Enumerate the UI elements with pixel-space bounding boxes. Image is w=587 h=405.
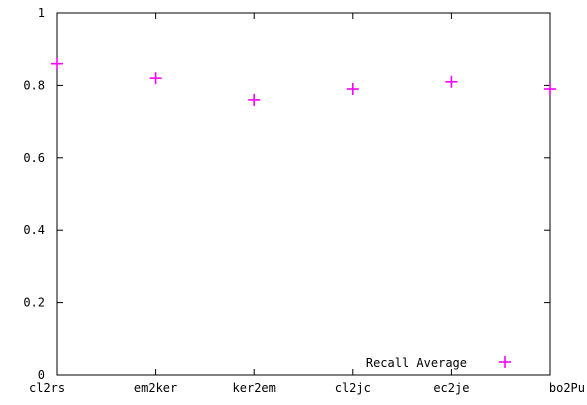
y-tick-label: 0.8 <box>23 78 45 92</box>
x-tick-label: ec2je <box>433 381 469 395</box>
plot-frame <box>56 12 551 376</box>
data-point <box>51 57 63 70</box>
x-tick-label: cl2jc <box>335 381 371 395</box>
data-series <box>51 57 556 106</box>
x-tick-label: bo2Pu <box>549 381 585 395</box>
y-tick-label: 0.2 <box>23 296 45 310</box>
legend-marker <box>499 356 511 368</box>
y-tick-label: 0 <box>38 368 45 382</box>
y-axis: 0 0.2 0.4 0.6 0.8 1 <box>23 6 550 382</box>
y-tick-label: 0.4 <box>23 223 45 237</box>
data-point <box>544 83 556 96</box>
data-point <box>445 75 458 88</box>
y-tick-label: 0.6 <box>23 151 45 165</box>
y-tick-label: 1 <box>38 6 45 20</box>
data-point <box>248 93 261 106</box>
x-axis: cl2rs em2ker ker2em cl2jc ec2je bo2Pu <box>29 13 585 395</box>
x-tick-label: cl2rs <box>29 381 65 395</box>
x-tick-label: em2ker <box>134 381 177 395</box>
x-tick-label: ker2em <box>233 381 276 395</box>
legend-label: Recall Average <box>366 356 467 370</box>
legend: Recall Average <box>366 356 511 370</box>
data-point <box>346 83 359 96</box>
data-point <box>149 72 162 85</box>
